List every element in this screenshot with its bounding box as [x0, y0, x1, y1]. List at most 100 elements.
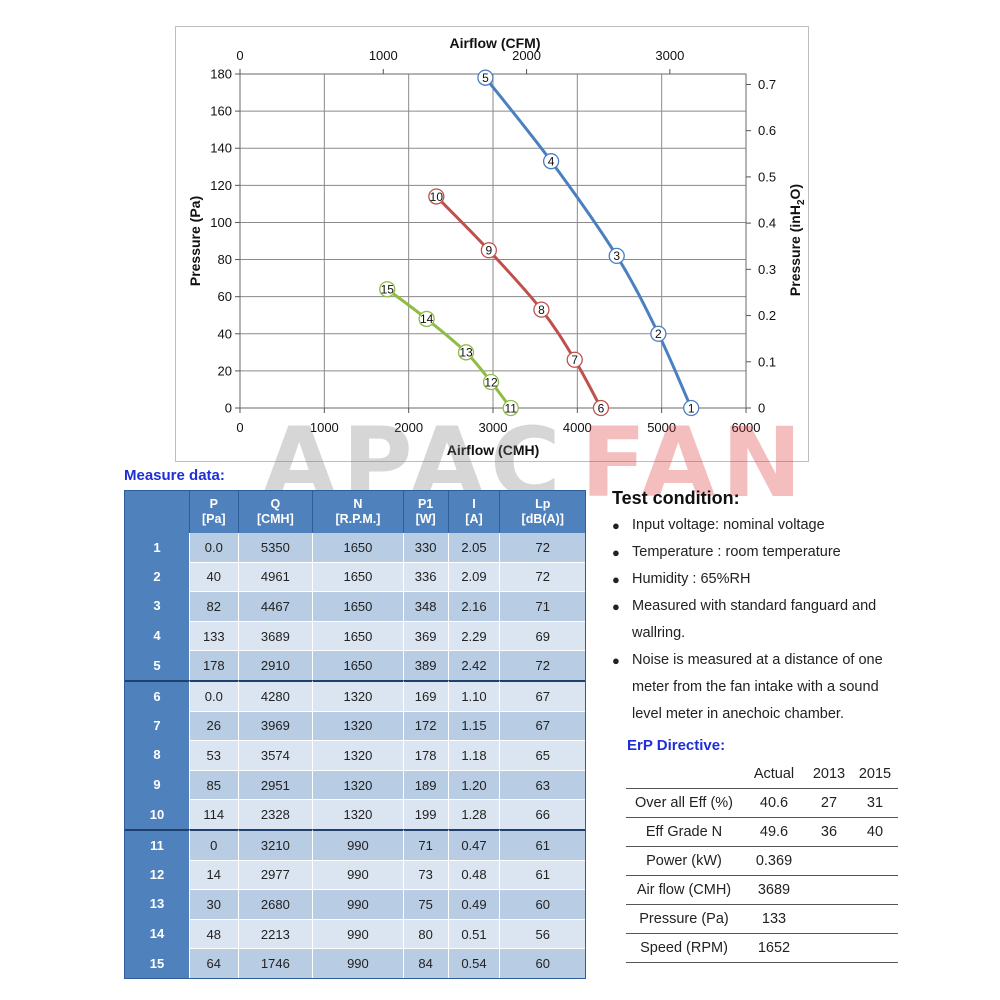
fan-curve-chart: 0 1000 2000 3000 4000 5000 6000 0 20 40 60 80 100 120…	[175, 26, 809, 462]
y2-axis-title-end: O)	[787, 184, 803, 200]
y-tick-label: 40	[218, 326, 232, 341]
table-cell: 0	[189, 828, 238, 860]
measure-col-header: I [A]	[447, 491, 500, 533]
data-point-label: 7	[571, 353, 578, 367]
chart-svg: 0 1000 2000 3000 4000 5000 6000020406080100120…	[187, 35, 807, 458]
table-cell: 4280	[237, 679, 313, 711]
table-cell: 1320	[312, 769, 403, 800]
col-header-name: P	[209, 497, 218, 511]
row-index: 15	[125, 948, 189, 978]
table-cell: 169	[402, 679, 448, 711]
data-point-4	[542, 153, 560, 170]
erp-col-header: 2013	[812, 766, 846, 782]
table-cell: 2.09	[447, 561, 500, 592]
table-cell: 336	[402, 561, 448, 592]
table-row: Speed (RPM) 1652	[626, 933, 898, 963]
erp-table: Actual 2013 2015 Over all Eff (%) 40.6 27 31 E…	[626, 760, 898, 963]
table-row: 4 133 3689 1650 369 2.29 69	[125, 620, 585, 651]
table-cell: 990	[312, 828, 403, 860]
data-point-9	[480, 242, 498, 259]
table-cell: 1.20	[447, 769, 500, 800]
table-cell: 178	[189, 650, 238, 680]
y-tick-label: 60	[218, 289, 232, 304]
y2-tick-label: 0.1	[758, 354, 776, 369]
table-cell: 0.48	[447, 859, 500, 890]
table-cell: 990	[312, 948, 403, 978]
erp-row-label: Eff Grade N	[626, 817, 742, 847]
table-cell: 1.28	[447, 799, 500, 829]
data-point-12	[482, 373, 500, 391]
x-tick-label: 6000	[732, 420, 761, 435]
list-item-text: Input voltage: nominal voltage	[632, 517, 825, 533]
table-cell: 2.29	[447, 620, 500, 651]
table-cell: 75	[402, 889, 448, 919]
y2-axis-title: Pressure (inH2O)	[787, 184, 807, 296]
bullet-icon: ●	[612, 653, 620, 668]
table-cell: 3689	[742, 875, 806, 905]
y-tick-label: 100	[210, 215, 232, 230]
data-point-label: 3	[613, 249, 620, 263]
table-cell: 172	[402, 710, 448, 741]
table-row: Pressure (Pa) 133	[626, 904, 898, 934]
table-row: 2 40 4961 1650 336 2.09 72	[125, 561, 585, 592]
table-cell: 0.51	[447, 918, 500, 949]
table-row: Air flow (CMH) 3689	[626, 875, 898, 905]
table-row: Power (kW) 0.369	[626, 846, 898, 876]
x2-tick-label: 3000	[655, 48, 684, 63]
table-cell: 82	[189, 591, 238, 621]
table-cell: 114	[189, 799, 238, 829]
table-cell: 72	[499, 533, 585, 562]
table-row: 3 82 4467 1650 348 2.16 71	[125, 591, 585, 621]
list-item: ● Noise is measured at a distance of one …	[612, 647, 912, 728]
table-cell: 389	[402, 650, 448, 680]
data-point-2	[650, 325, 667, 342]
table-cell: 1650	[312, 533, 403, 562]
table-row: 8 53 3574 1320 178 1.18 65	[125, 740, 585, 770]
list-item-text: Humidity : 65%RH	[632, 571, 751, 587]
y-axis-title: Pressure (Pa)	[187, 196, 203, 286]
list-item: ● Humidity : 65%RH	[612, 566, 912, 593]
row-index: 14	[125, 918, 189, 949]
col-header-name: I	[472, 497, 476, 511]
data-point-14	[418, 310, 435, 328]
list-item-text: Measured with standard fanguard and wall…	[632, 598, 877, 641]
series-line-1	[484, 76, 693, 409]
table-cell: 0.0	[189, 679, 238, 711]
table-row: 11 0 3210 990 71 0.47 61	[125, 828, 585, 860]
col-header-unit: [CMH]	[256, 512, 294, 526]
col-header-unit: [R.P.M.]	[335, 512, 381, 526]
table-row: 7 26 3969 1320 172 1.15 67	[125, 710, 585, 741]
table-cell: 199	[402, 799, 448, 829]
table-cell: 348	[402, 591, 448, 621]
table-cell: 73	[402, 859, 448, 890]
table-row: 9 85 2951 1320 189 1.20 63	[125, 769, 585, 800]
erp-header-row: Actual 2013 2015	[626, 760, 898, 789]
table-cell: 48	[189, 918, 238, 949]
row-index: 13	[125, 889, 189, 919]
table-cell: 2910	[237, 650, 313, 680]
col-header-unit: [W]	[415, 512, 436, 526]
x2-axis-title: Airflow (CFM)	[450, 35, 541, 51]
erp-row-label: Air flow (CMH)	[626, 875, 742, 905]
table-cell: 2680	[237, 889, 313, 919]
table-cell: 67	[499, 679, 585, 711]
table-cell: 26	[189, 710, 238, 741]
table-cell: 1650	[312, 650, 403, 680]
erp-directive-title: ErP Directive:	[627, 737, 726, 754]
data-point-label: 15	[381, 283, 395, 297]
table-cell: 990	[312, 889, 403, 919]
table-row: 5 178 2910 1650 389 2.42 72	[125, 650, 585, 680]
row-index: 6	[125, 679, 189, 711]
table-cell: 1650	[312, 561, 403, 592]
y-tick-label: 140	[210, 141, 232, 156]
table-cell: 2.16	[447, 591, 500, 621]
table-cell: 4467	[237, 591, 313, 621]
col-header-unit: [dB(A)]	[521, 512, 564, 526]
table-cell: 49.6	[742, 817, 806, 847]
table-cell: 1320	[312, 710, 403, 741]
data-point-label: 1	[688, 401, 695, 415]
data-point-13	[457, 344, 475, 361]
table-cell: 3689	[237, 620, 313, 651]
measure-col-header: Q [CMH]	[237, 491, 313, 533]
table-cell: 30	[189, 889, 238, 919]
